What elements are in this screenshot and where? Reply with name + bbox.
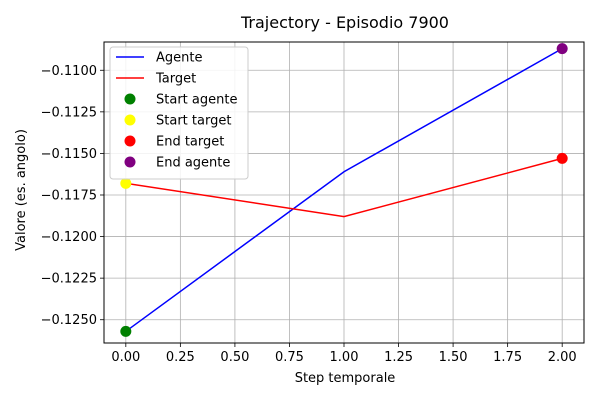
y-tick-label: −0.1100 — [41, 64, 97, 79]
y-tick-label: −0.1125 — [41, 105, 97, 120]
legend-label-start-agente: Start agente — [156, 93, 237, 108]
legend-swatch-start-agente — [124, 93, 136, 105]
x-axis-title: Step temporale — [295, 371, 396, 386]
marker-start-agente — [120, 325, 132, 337]
axis-ticks: 0.00 0.25 0.50 0.75 1.00 1.25 1.50 1.75 2.00 −0.1… — [41, 64, 577, 365]
marker-end-target — [556, 152, 568, 164]
y-axis-title: Valore (es. angolo) — [14, 129, 29, 251]
x-tick-label: 1.25 — [384, 350, 413, 365]
legend-label-agente: Agente — [156, 51, 202, 66]
x-tick-label: 1.75 — [493, 350, 522, 365]
chart-title: Trajectory - Episodio 7900 — [240, 13, 449, 32]
legend-swatch-start-target — [124, 114, 136, 126]
legend-swatch-end-target — [124, 135, 136, 147]
x-tick-label: 0.50 — [220, 350, 249, 365]
grid-lines — [104, 42, 584, 343]
y-tick-label: −0.1225 — [41, 272, 97, 287]
y-tick-label: −0.1175 — [41, 188, 97, 203]
x-tick-label: 1.00 — [330, 350, 359, 365]
legend-label-start-target: Start target — [156, 114, 231, 129]
x-tick-label: 0.25 — [166, 350, 195, 365]
series-lines — [125, 47, 563, 332]
x-tick-label: 1.50 — [439, 350, 468, 365]
x-tick-label: 0.75 — [275, 350, 304, 365]
series-line-target — [125, 157, 563, 218]
legend: Agente Target Start agente Start target End … — [109, 46, 249, 180]
legend-label-end-agente: End agente — [156, 156, 230, 171]
y-tick-label: −0.1200 — [41, 230, 97, 245]
legend-swatch-end-agente — [124, 156, 136, 168]
y-tick-label: −0.1150 — [41, 147, 97, 162]
marker-start-target — [120, 177, 132, 189]
marker-end-agente — [556, 43, 568, 55]
legend-label-target: Target — [155, 72, 196, 87]
marker-points — [120, 43, 568, 337]
x-tick-label: 2.00 — [548, 350, 577, 365]
x-tick-label: 0.00 — [111, 350, 140, 365]
legend-box — [109, 46, 249, 180]
legend-label-end-target: End target — [156, 135, 224, 150]
y-tick-label: −0.1250 — [41, 313, 97, 328]
series-line-agente — [125, 47, 563, 332]
